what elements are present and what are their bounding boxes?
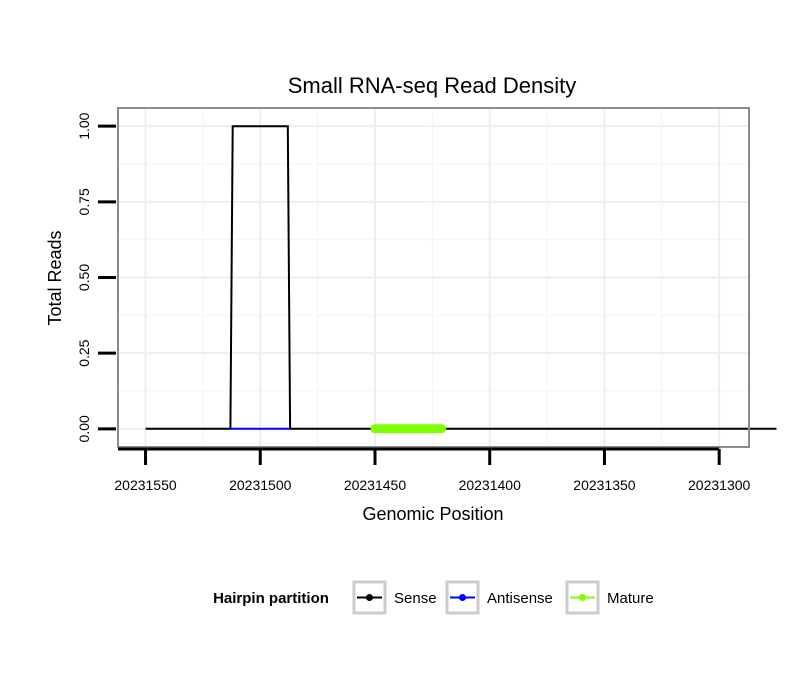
y-axis-label: Total Reads <box>45 230 65 325</box>
x-axis: 20231550 20231500 20231450 20231400 20231350… <box>114 447 751 493</box>
legend-item-label: Mature <box>607 590 654 607</box>
legend-items: Sense Antisense Mature <box>352 580 654 615</box>
x-tick-label: 20231550 <box>114 477 177 493</box>
y-tick-label: 0.50 <box>76 264 92 291</box>
legend-item-sense: Sense <box>352 580 437 615</box>
legend-key-dot <box>579 594 586 601</box>
y-tick-label: 0.25 <box>76 339 92 366</box>
x-axis-label: Genomic Position <box>362 504 503 524</box>
x-tick-label: 20231350 <box>573 477 636 493</box>
y-tick-label: 1.00 <box>76 112 92 139</box>
legend-item-antisense: Antisense <box>445 580 553 615</box>
legend: Hairpin partition Sense Antisense Mature <box>213 580 654 615</box>
x-tick-label: 20231500 <box>229 477 292 493</box>
y-axis: 0.00 0.25 0.50 0.75 1.00 <box>76 112 116 442</box>
y-tick-label: 0.75 <box>76 188 92 215</box>
y-tick-label: 0.00 <box>76 415 92 442</box>
legend-key-dot <box>366 594 373 601</box>
legend-item-label: Sense <box>394 590 437 607</box>
legend-item-mature: Mature <box>565 580 654 615</box>
chart-title: Small RNA-seq Read Density <box>288 73 577 98</box>
x-tick-label: 20231300 <box>688 477 751 493</box>
plot-panel-border <box>117 107 750 448</box>
legend-item-label: Antisense <box>487 590 553 607</box>
grid-lines <box>118 108 749 447</box>
x-tick-label: 20231450 <box>344 477 407 493</box>
legend-key-dot <box>459 594 466 601</box>
series-layer <box>145 125 777 434</box>
x-tick-label: 20231400 <box>459 477 522 493</box>
legend-title: Hairpin partition <box>213 590 329 607</box>
